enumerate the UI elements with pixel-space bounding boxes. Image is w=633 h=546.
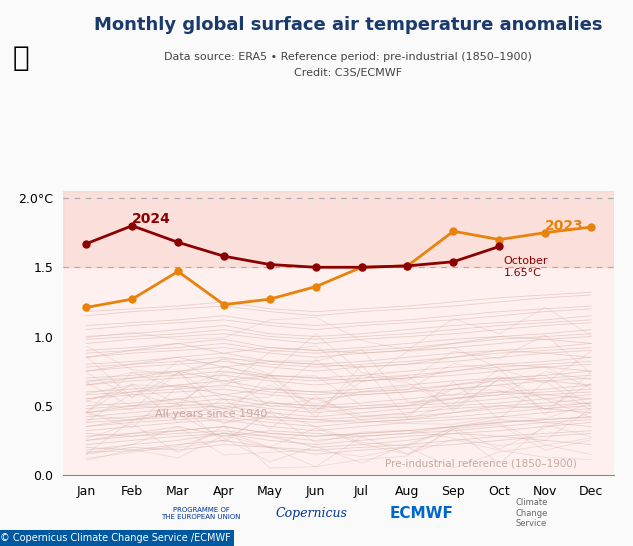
- Text: Monthly global surface air temperature anomalies: Monthly global surface air temperature a…: [94, 16, 603, 34]
- Text: 🌡: 🌡: [13, 44, 29, 72]
- Text: Copernicus: Copernicus: [275, 507, 347, 520]
- Text: ECMWF: ECMWF: [389, 506, 453, 521]
- Bar: [63, 191, 614, 268]
- Text: 2023: 2023: [545, 218, 584, 233]
- Text: © Copernicus Climate Change Service /ECMWF: © Copernicus Climate Change Service /ECM…: [0, 533, 231, 543]
- Text: PROGRAMME OF
THE EUROPEAN UNION: PROGRAMME OF THE EUROPEAN UNION: [161, 507, 241, 520]
- Text: 2024: 2024: [132, 212, 171, 225]
- Text: Pre-industrial reference (1850–1900): Pre-industrial reference (1850–1900): [384, 459, 577, 468]
- Text: Credit: C3S/ECMWF: Credit: C3S/ECMWF: [294, 68, 402, 78]
- Text: All years since 1940: All years since 1940: [155, 409, 268, 419]
- Text: Data source: ERA5 • Reference period: pre-industrial (1850–1900): Data source: ERA5 • Reference period: pr…: [164, 52, 532, 62]
- Text: October
1.65°C: October 1.65°C: [504, 256, 548, 278]
- Text: Climate
Change
Service: Climate Change Service: [515, 498, 548, 528]
